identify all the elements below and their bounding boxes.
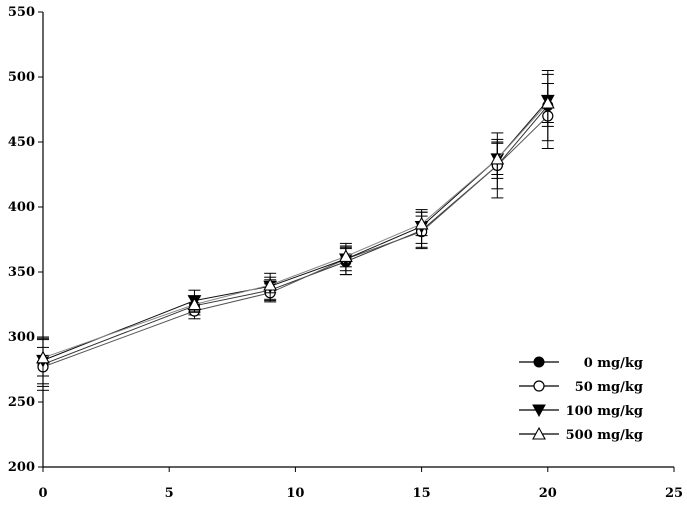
x-tick-label: 15 [413,486,431,500]
legend-marker [532,426,546,440]
legend-entry: 0 mg/kg [519,356,643,371]
data-point-shape [540,95,555,109]
y-tick-label: 200 [8,460,35,475]
legend-label: 50 mg/kg [575,380,643,395]
y-tick-label: 250 [8,395,35,410]
legend-marker-shape [533,356,545,368]
legend-marker [532,404,546,418]
legend-marker [533,380,545,392]
y-tick-label: 300 [8,330,35,345]
legend-marker-shape [533,380,545,392]
data-point-shape [263,277,278,291]
x-tick-label: 25 [665,486,683,500]
series-2 [36,73,555,385]
x-tick-label: 10 [286,486,304,500]
series-line [42,115,549,368]
data-point [187,297,202,311]
data-point-shape [490,151,505,165]
data-point-shape [414,216,429,230]
series-line [42,100,549,361]
series-3 [36,83,555,377]
x-tick-label: 20 [539,486,557,500]
legend-marker [533,356,545,368]
x-tick-label: 0 [38,486,47,500]
series-line [42,102,549,359]
data-point [263,277,278,291]
data-point [36,350,50,364]
legend-entry: 500 mg/kg [519,426,643,443]
data-point [540,95,555,109]
series-group [36,70,555,391]
data-point [414,216,429,230]
series-1 [37,83,554,387]
data-point-shape [36,350,50,364]
legend-marker-shape [532,426,546,440]
y-tick-label: 400 [8,200,35,215]
data-point [490,151,505,165]
series-line [42,105,549,365]
data-point-shape [187,297,202,311]
data-point [338,249,353,262]
y-tick-label: 500 [8,70,35,85]
y-tick-label: 550 [8,5,35,20]
axes: 200 250 300 350 400 450 500 550 0 5 10 15 20 25 [8,5,683,501]
legend-marker-shape [532,404,546,418]
x-tick-label: 5 [165,486,174,500]
data-point-shape [338,249,353,262]
series-0 [37,70,554,391]
legend-label: 100 mg/kg [566,404,643,419]
legend-label: 500 mg/kg [566,428,643,443]
y-tick-label: 350 [8,265,35,280]
legend-entry: 100 mg/kg [519,404,643,419]
legend-entry: 50 mg/kg [519,380,643,395]
legend: 0 mg/kg 50 mg/kg 100 mg/kg 500 mg/kg [519,356,643,443]
legend-label: 0 mg/kg [584,356,643,371]
y-tick-label: 450 [8,135,35,150]
